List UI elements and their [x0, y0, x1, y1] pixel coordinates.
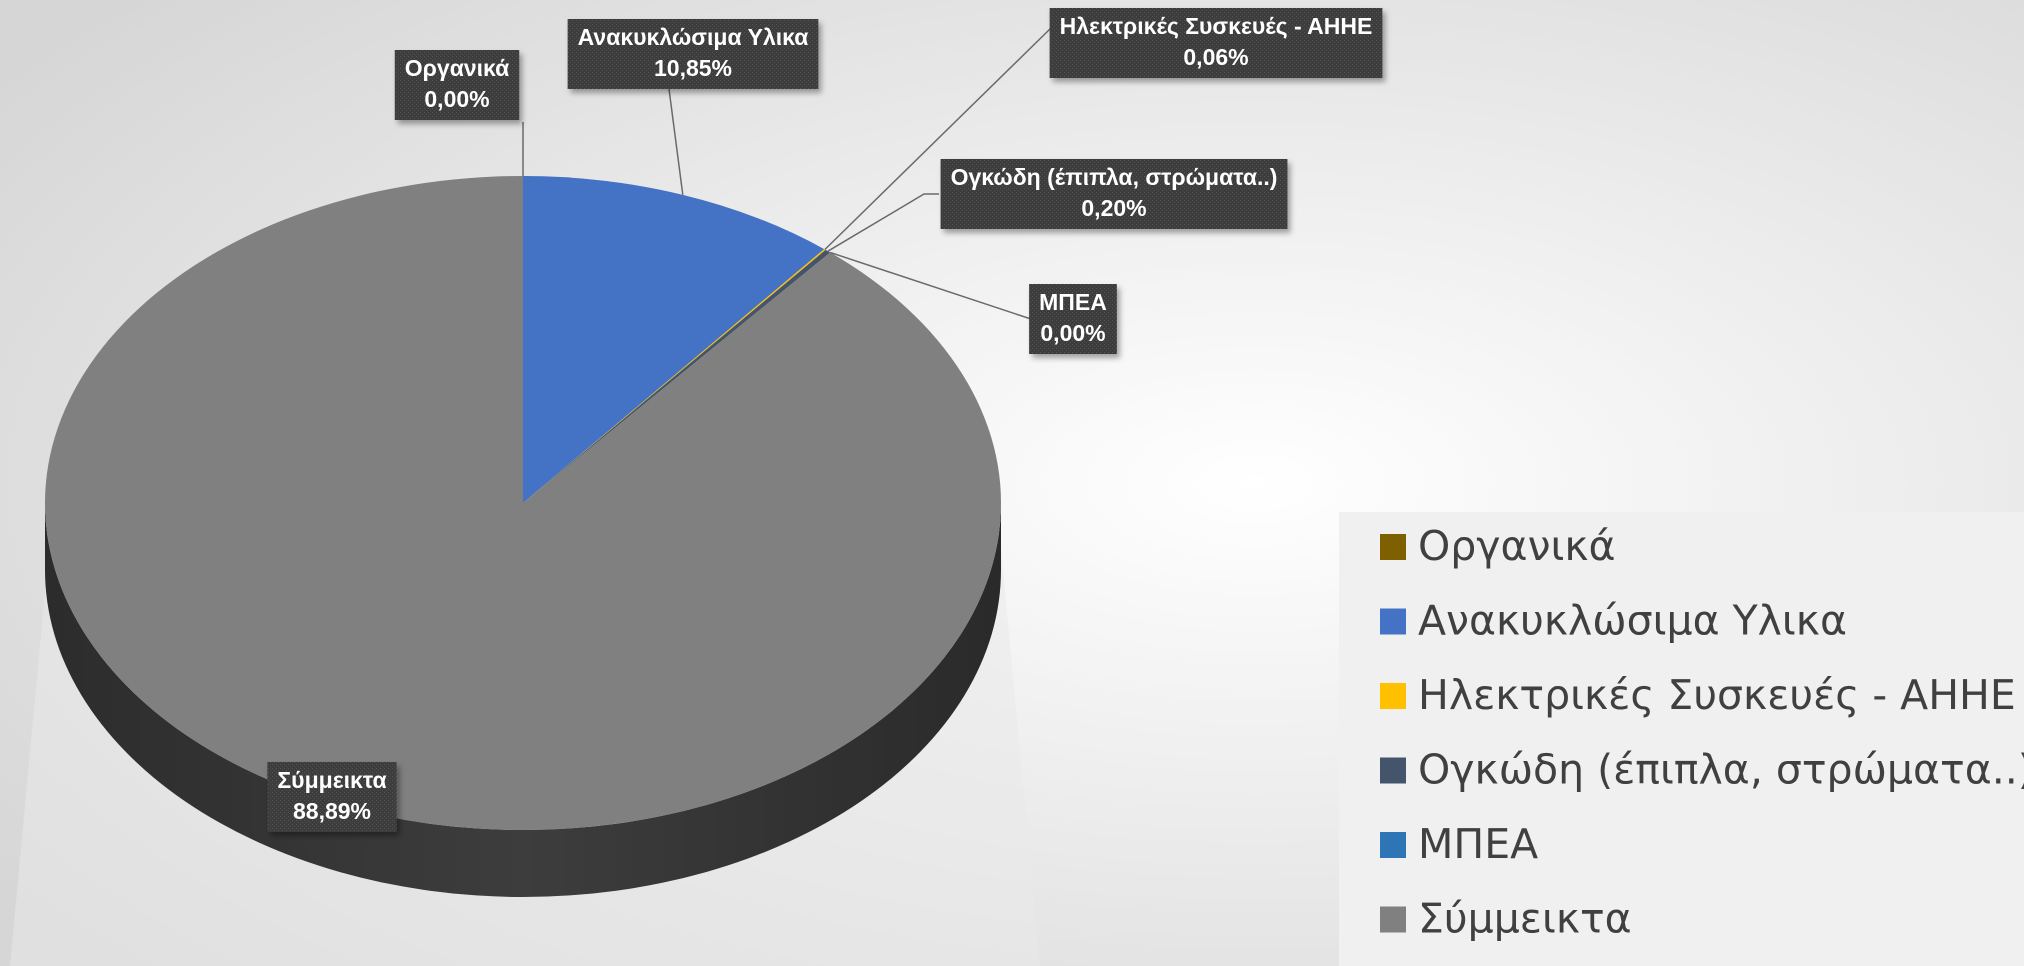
leader-line [824, 27, 1052, 251]
leader-line [827, 193, 939, 252]
legend-label: Ογκώδη (έπιπλα, στρώματα..) [1418, 746, 2024, 794]
data-label-value: 0,06% [1183, 44, 1248, 70]
data-label-name: Ογκώδη (έπιπλα, στρώματα..) [951, 164, 1278, 190]
leader-line [829, 251, 1032, 320]
legend-marker [1380, 683, 1406, 709]
data-label: ΜΠΕΑ 0,00% [1029, 284, 1117, 354]
data-label-box [567, 19, 819, 89]
legend-label: ΜΠΕΑ [1418, 820, 1538, 868]
data-label-name: Ηλεκτρικές Συσκευές - ΑΗΗΕ [1060, 13, 1373, 39]
legend-box [1339, 512, 2024, 966]
legend-label: Ανακυκλώσιμα Υλικα [1418, 597, 1847, 645]
data-label-box [1049, 8, 1383, 78]
pie-slice [523, 249, 831, 503]
pie-slice [523, 176, 825, 503]
pie-slice [523, 249, 826, 503]
legend-label: Ηλεκτρικές Συσκευές - ΑΗΗΕ [1418, 671, 2016, 719]
data-label-box [940, 159, 1288, 229]
data-label-value: 0,20% [1081, 195, 1146, 221]
data-label-value: 88,89% [293, 798, 371, 824]
legend-marker [1380, 534, 1406, 560]
data-label-name: Οργανικά [405, 55, 509, 81]
data-label-box [394, 50, 520, 120]
leader-line [668, 88, 684, 195]
pie-slice [44, 176, 1001, 831]
data-label-value: 0,00% [424, 86, 489, 112]
data-label-box [1029, 284, 1117, 354]
data-label: Ανακυκλώσιμα Υλικα 10,85% [567, 19, 819, 89]
data-label-name: Σύμμεικτα [277, 767, 386, 793]
data-label-name: ΜΠΕΑ [1039, 289, 1107, 315]
legend-label: Σύμμεικτα [1418, 895, 1632, 943]
legend-marker [1380, 757, 1406, 784]
legend-marker [1380, 906, 1406, 933]
data-label-value: 0,00% [1040, 320, 1105, 346]
data-label: Σύμμεικτα 88,89% [267, 762, 397, 832]
data-label: Οργανικά 0,00% [394, 50, 520, 120]
data-label-value: 10,85% [654, 55, 732, 81]
legend-marker [1380, 832, 1406, 858]
data-label: Ηλεκτρικές Συσκευές - ΑΗΗΕ 0,06% [1049, 8, 1383, 78]
data-label-name: Ανακυκλώσιμα Υλικα [578, 24, 809, 50]
data-label-box [267, 762, 397, 832]
data-label: Ογκώδη (έπιπλα, στρώματα..) 0,20% [940, 159, 1288, 229]
legend-label: Οργανικά [1418, 522, 1616, 570]
legend-marker [1380, 608, 1406, 635]
